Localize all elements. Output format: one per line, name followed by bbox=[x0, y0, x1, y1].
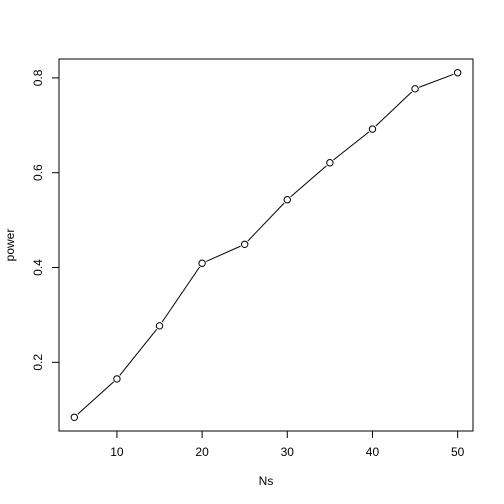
line-segment bbox=[119, 329, 158, 376]
data-point bbox=[155, 322, 164, 330]
line-segment bbox=[247, 202, 285, 242]
line-segment bbox=[419, 73, 454, 88]
series-points bbox=[70, 68, 462, 422]
y-tick-label: 0.8 bbox=[31, 69, 45, 86]
y-tick-label: 0.6 bbox=[31, 164, 45, 181]
x-tick-label: 50 bbox=[451, 445, 465, 459]
line-segment bbox=[77, 381, 114, 415]
x-tick-label: 40 bbox=[366, 445, 380, 459]
x-axis-label: Ns bbox=[259, 474, 274, 488]
data-point bbox=[70, 413, 79, 422]
x-tick-label: 30 bbox=[281, 445, 295, 459]
data-point bbox=[453, 68, 462, 77]
y-axis-label: power bbox=[3, 229, 17, 262]
data-point bbox=[113, 375, 121, 383]
data-point bbox=[368, 125, 377, 133]
series-lines bbox=[77, 73, 454, 415]
data-point bbox=[283, 196, 291, 204]
y-tick-label: 0.2 bbox=[31, 354, 45, 371]
line-segment bbox=[333, 131, 370, 161]
line-segment bbox=[375, 91, 413, 127]
line-segment bbox=[161, 266, 200, 323]
x-tick-label: 10 bbox=[110, 445, 124, 459]
x-tick-label: 20 bbox=[195, 445, 209, 459]
line-segment bbox=[206, 245, 241, 262]
data-point bbox=[326, 159, 334, 167]
data-point bbox=[198, 259, 206, 267]
data-point bbox=[241, 240, 249, 248]
line-segment bbox=[290, 165, 327, 198]
data-point bbox=[411, 85, 419, 93]
y-tick-label: 0.4 bbox=[31, 259, 45, 276]
plot-frame bbox=[58, 58, 474, 432]
axis-ticks: 10 20 30 40 50 0.2 0.4 0.6 0.8 bbox=[31, 69, 465, 459]
